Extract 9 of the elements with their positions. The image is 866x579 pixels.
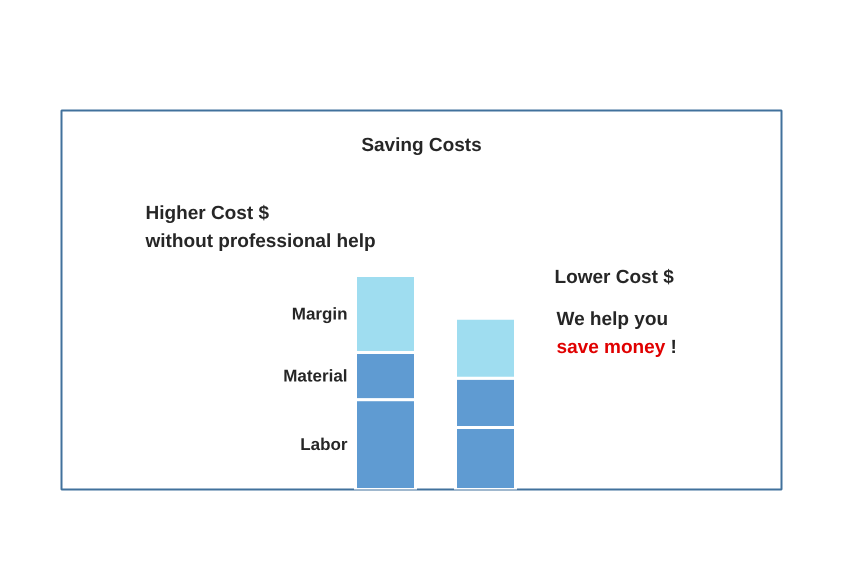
text: Lower Cost $ [554, 267, 674, 288]
series-label: Labor [300, 435, 348, 454]
text: We help you [556, 309, 668, 330]
chart-title: Saving Costs [361, 135, 482, 156]
text: without professional help [144, 231, 376, 252]
series-label: Margin [292, 304, 348, 324]
series-label: Material [283, 366, 348, 386]
text: Higher Cost $ [146, 203, 270, 224]
text: save money ! [556, 337, 677, 358]
